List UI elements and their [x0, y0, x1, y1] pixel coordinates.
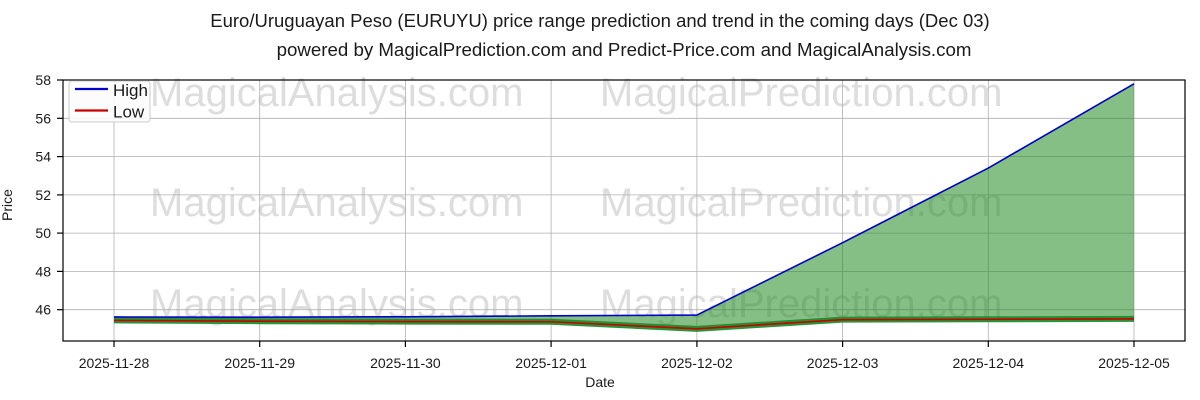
svg-text:56: 56	[35, 110, 51, 126]
svg-text:MagicalAnalysis.com: MagicalAnalysis.com	[150, 181, 523, 225]
svg-text:2025-12-01: 2025-12-01	[515, 355, 587, 371]
svg-text:2025-12-05: 2025-12-05	[1098, 355, 1170, 371]
svg-text:2025-12-02: 2025-12-02	[661, 355, 733, 371]
svg-text:2025-11-29: 2025-11-29	[224, 355, 295, 371]
svg-text:2025-11-30: 2025-11-30	[370, 355, 441, 371]
svg-text:46: 46	[35, 302, 51, 318]
svg-text:54: 54	[35, 149, 51, 165]
svg-text:2025-11-28: 2025-11-28	[79, 355, 150, 371]
svg-text:Low: Low	[113, 103, 145, 122]
svg-text:2025-12-03: 2025-12-03	[807, 355, 879, 371]
svg-text:48: 48	[35, 263, 51, 279]
svg-text:52: 52	[35, 187, 51, 203]
svg-text:High: High	[113, 81, 148, 100]
svg-text:50: 50	[35, 225, 51, 241]
svg-text:58: 58	[35, 72, 51, 88]
svg-text:2025-12-04: 2025-12-04	[952, 355, 1024, 371]
svg-text:MagicalPrediction.com: MagicalPrediction.com	[600, 71, 1002, 115]
svg-text:MagicalAnalysis.com: MagicalAnalysis.com	[150, 71, 523, 115]
